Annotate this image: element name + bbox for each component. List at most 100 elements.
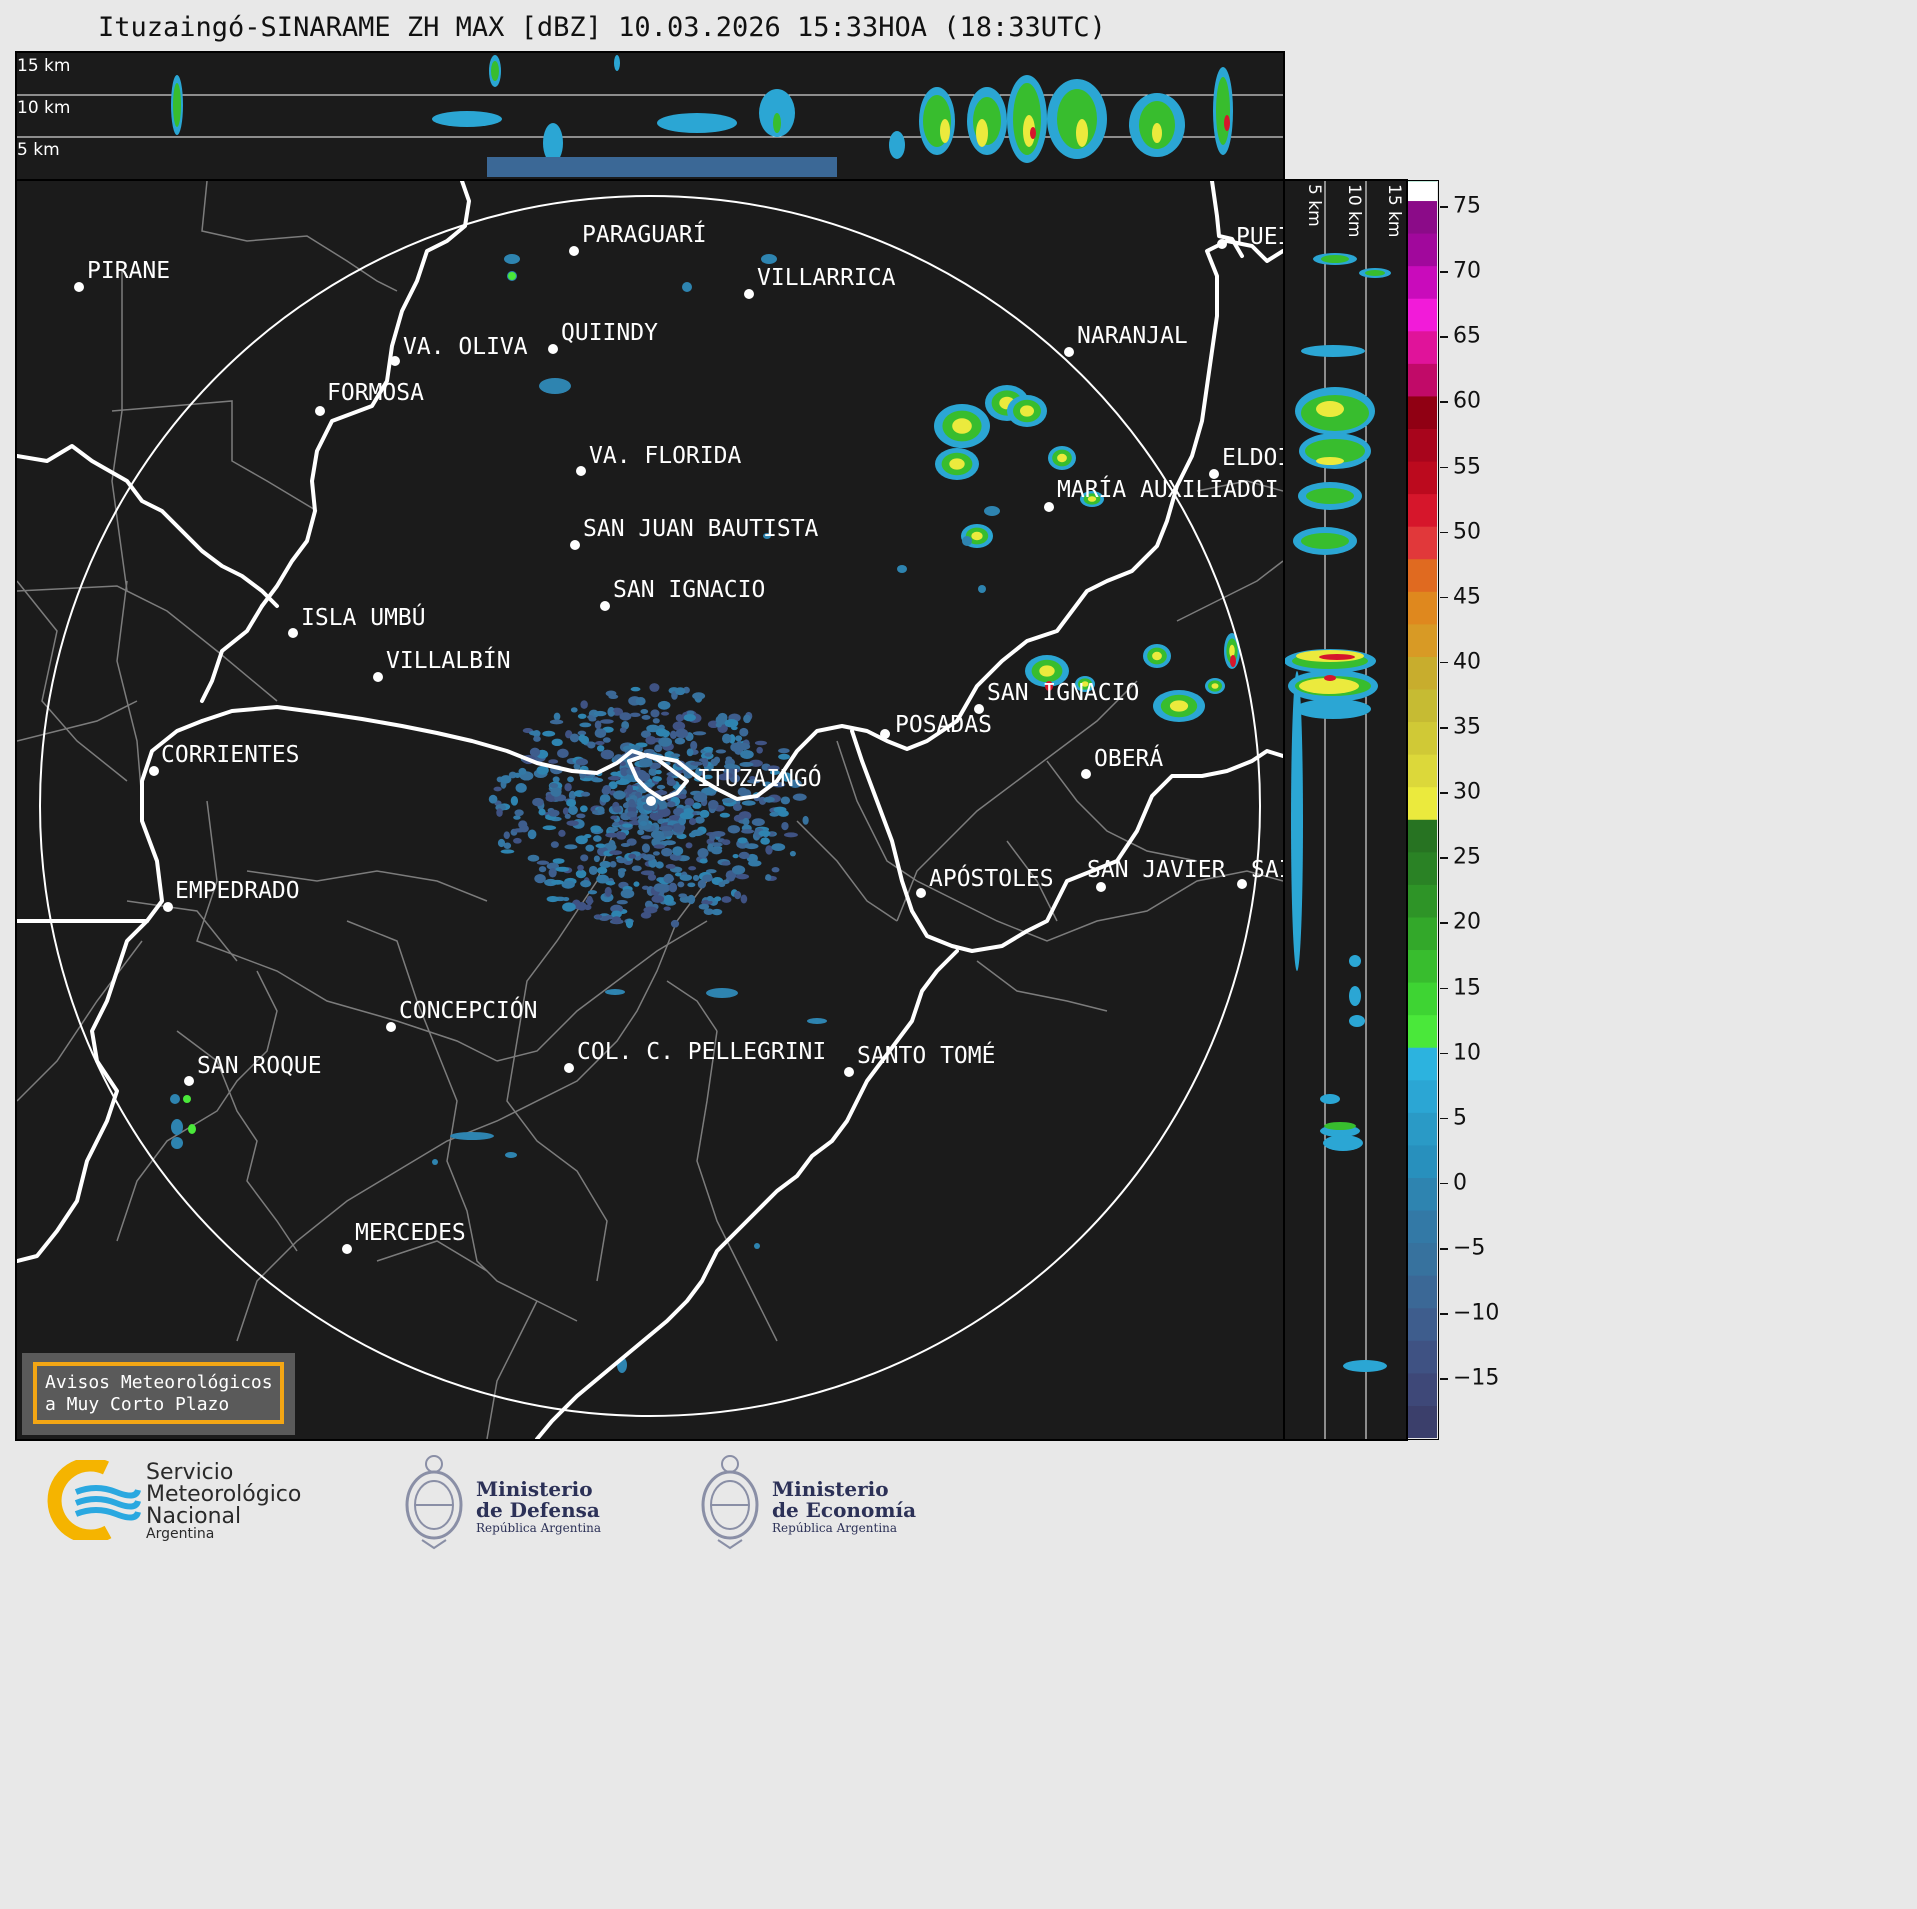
- city-marker[interactable]: CORRIENTES: [149, 742, 299, 776]
- city-marker[interactable]: VILLARRICA: [744, 265, 896, 299]
- clutter-echo: [662, 840, 676, 846]
- clutter-echo: [670, 919, 680, 928]
- city-marker[interactable]: PARAGUARÍ: [569, 220, 707, 256]
- colorbar-segment: [1408, 558, 1437, 592]
- colorbar-tick-label: 65: [1453, 323, 1481, 349]
- city-marker[interactable]: SAN JUAN BAUTISTA: [570, 516, 819, 550]
- city-marker[interactable]: QUIINDY: [548, 320, 658, 354]
- city-marker[interactable]: FORMOSA: [315, 380, 424, 416]
- city-marker[interactable]: ELDOI: [1209, 445, 1283, 479]
- clutter-echo: [640, 911, 652, 919]
- colorbar-tick: [1440, 336, 1448, 338]
- clutter-echo: [715, 749, 727, 754]
- colorbar-segment: [1408, 656, 1437, 690]
- city-marker[interactable]: VILLALBÍN: [373, 646, 511, 682]
- city-marker[interactable]: SAI: [1237, 857, 1283, 889]
- clutter-echo: [626, 784, 633, 795]
- colorbar-tick-label: 25: [1453, 844, 1481, 870]
- city-marker[interactable]: CONCEPCIÓN: [386, 996, 537, 1032]
- side-echo-core: [1299, 678, 1359, 694]
- notice-frame[interactable]: Avisos Meteorológicos a Muy Corto Plazo: [33, 1362, 284, 1424]
- colorbar-segment: [1408, 1144, 1437, 1178]
- city-marker[interactable]: SANTO TOMÉ: [844, 1041, 995, 1077]
- city-dot: [1064, 347, 1074, 357]
- clutter-echo: [551, 738, 563, 747]
- clutter-echo: [564, 813, 571, 819]
- clutter-echo: [640, 730, 652, 738]
- side-echo-green: [1306, 488, 1354, 504]
- colorbar-segment: [1408, 916, 1437, 951]
- city-marker[interactable]: NARANJAL: [1064, 323, 1188, 357]
- clutter-echo: [674, 737, 686, 745]
- clutter-echo: [593, 855, 600, 863]
- city-marker[interactable]: SAN IGNACIO: [974, 680, 1139, 714]
- city-marker[interactable]: SAN JAVIER: [1087, 857, 1226, 892]
- side-label-10: 10 km: [1344, 184, 1364, 237]
- city-marker[interactable]: ITUZAINGÓ: [646, 764, 822, 806]
- clutter-echo: [596, 874, 610, 884]
- city-marker[interactable]: SAN IGNACIO: [600, 577, 765, 611]
- clutter-echo: [533, 735, 541, 742]
- storm-core: [1229, 644, 1235, 658]
- city-marker[interactable]: PUEI: [1217, 224, 1283, 250]
- colorbar-segment: [1408, 1307, 1437, 1341]
- small-echo: [984, 506, 1000, 516]
- clutter-echo: [713, 756, 721, 764]
- city-label: FORMOSA: [327, 380, 424, 406]
- clutter-echo: [557, 748, 569, 759]
- city-label: OBERÁ: [1094, 744, 1163, 772]
- colorbar-tick-label: 20: [1453, 909, 1481, 935]
- clutter-echo: [587, 741, 596, 749]
- clutter-echo: [619, 712, 632, 721]
- city-marker[interactable]: VA. OLIVA: [390, 334, 528, 366]
- clutter-echo: [625, 918, 634, 929]
- colorbar-tick: [1440, 727, 1448, 729]
- clutter-echo: [741, 829, 755, 834]
- radar-range-ring: [39, 195, 1261, 1417]
- clutter-echo: [617, 832, 627, 840]
- radar-map-panel[interactable]: PIRANE PARAGUARÍ VILLARRICA QUIINDY VA. OLIV…: [15, 179, 1285, 1441]
- colorbar-tick-label: 50: [1453, 519, 1481, 545]
- city-marker[interactable]: POSADAS: [880, 712, 992, 739]
- notice-box[interactable]: Avisos Meteorológicos a Muy Corto Plazo: [22, 1353, 295, 1435]
- city-marker[interactable]: PIRANE: [74, 258, 170, 292]
- clutter-echo: [666, 779, 677, 786]
- notice-line-1: Avisos Meteorológicos: [45, 1372, 273, 1393]
- city-marker[interactable]: COL. C. PELLEGRINI: [564, 1039, 826, 1073]
- city-label: SANTO TOMÉ: [857, 1041, 995, 1069]
- side-echo-green: [1301, 533, 1349, 549]
- city-dot: [974, 704, 984, 714]
- city-marker[interactable]: EMPEDRADO: [163, 878, 300, 912]
- clutter-echo: [595, 728, 603, 736]
- city-marker[interactable]: APÓSTOLES: [916, 864, 1054, 898]
- small-echo: [807, 1018, 827, 1024]
- colorbar-tick: [1440, 792, 1448, 794]
- city-marker[interactable]: OBERÁ: [1081, 744, 1163, 779]
- clutter-echo: [789, 850, 796, 857]
- colorbar-tick: [1440, 1378, 1448, 1380]
- clutter-echo: [629, 712, 641, 717]
- city-marker[interactable]: SAN ROQUE: [184, 1053, 322, 1086]
- colorbar-segment: [1408, 181, 1437, 202]
- clutter-echo: [611, 916, 622, 924]
- storm-core: [1057, 453, 1067, 463]
- colorbar-segment: [1408, 1210, 1437, 1244]
- city-dot: [1237, 879, 1247, 889]
- colorbar-segment: [1408, 1405, 1437, 1438]
- city-marker[interactable]: ISLA UMBÚ: [288, 603, 426, 638]
- colorbar-tick: [1440, 206, 1448, 208]
- clutter-echo: [596, 745, 605, 752]
- clutter-echo: [640, 870, 655, 876]
- clutter-echo: [653, 883, 664, 892]
- city-marker[interactable]: MERCEDES: [342, 1220, 466, 1254]
- small-echo: [706, 988, 738, 998]
- clutter-echo: [564, 783, 572, 792]
- city-dot: [288, 628, 298, 638]
- clutter-echo: [778, 748, 790, 754]
- city-marker[interactable]: VA. FLORIDA: [576, 443, 741, 476]
- clutter-echo: [704, 752, 713, 757]
- city-marker[interactable]: MARÍA AUXILIADOI: [1044, 475, 1279, 512]
- colorbar-segment: [1408, 233, 1437, 267]
- side-echo-peak: [1324, 675, 1336, 681]
- colorbar-segment: [1408, 395, 1437, 429]
